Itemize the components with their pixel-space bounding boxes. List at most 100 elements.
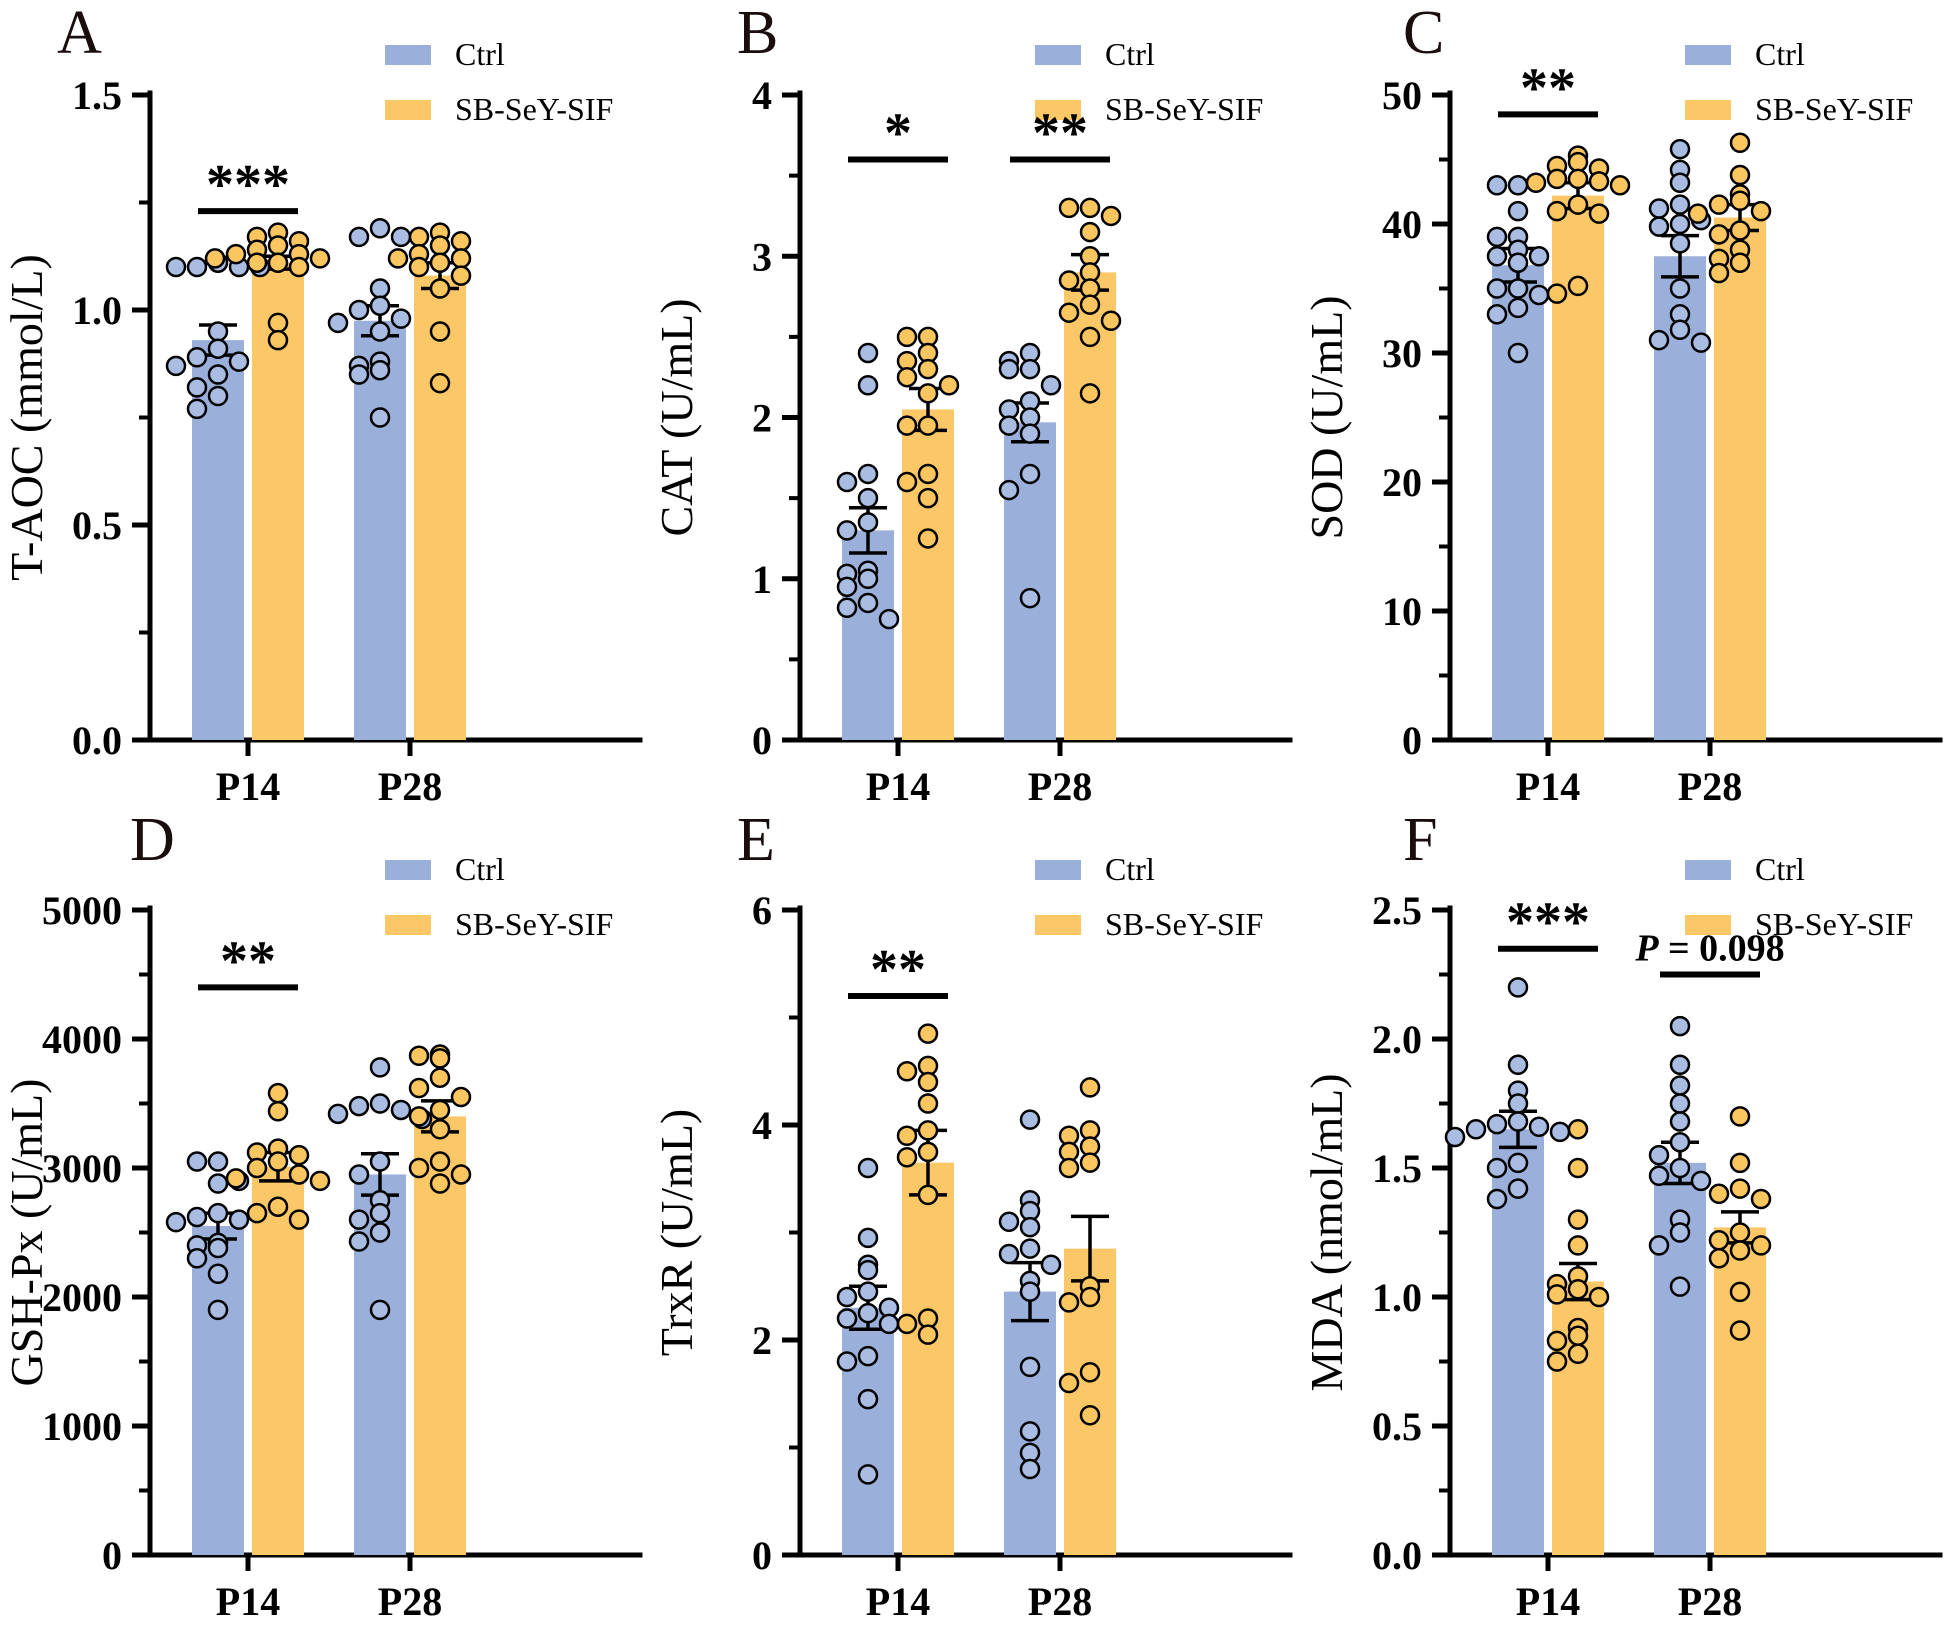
- y-tick-label: 20: [1382, 460, 1422, 505]
- scatter-point: [246, 1157, 268, 1179]
- scatter-point: [225, 1168, 247, 1189]
- legend-a: Ctrl SB-SeY-SIF: [385, 36, 613, 128]
- x-tick-label: P28: [1028, 764, 1092, 809]
- legend-row-ctrl: Ctrl: [1685, 36, 1913, 73]
- scatter-point: [207, 1263, 229, 1285]
- significance-annotation: ***: [1498, 892, 1598, 954]
- scatter-point: [998, 1211, 1020, 1232]
- x-tick-label: P28: [378, 1579, 442, 1624]
- ctrl-legend-label: Ctrl: [455, 36, 505, 72]
- scatter-point: [896, 1125, 918, 1146]
- legend-f: Ctrl SB-SeY-SIF: [1685, 851, 1913, 943]
- scatter-point: [408, 1157, 430, 1179]
- significance-annotation: **: [1498, 57, 1598, 119]
- x-tick-label: P28: [378, 764, 442, 809]
- scatter-point: [1079, 383, 1101, 404]
- treat-legend-label: SB-SeY-SIF: [455, 906, 614, 942]
- scatter-point: [408, 1045, 430, 1067]
- scatter-point: [1567, 151, 1589, 173]
- treat-legend-label: SB-SeY-SIF: [1105, 91, 1264, 127]
- scatter-point: [390, 226, 412, 248]
- panel-letter-c: C: [1403, 0, 1445, 67]
- scatter-point: [857, 1227, 879, 1249]
- scatter-point: [369, 1222, 391, 1243]
- scatter-point: [1019, 1356, 1041, 1378]
- panel-b: B Ctrl SB-SeY-SIF 0 1 2 3 4 P14 P28 CAT (U/mL) *…: [650, 0, 1300, 815]
- scatter-point: [896, 1313, 918, 1335]
- scatter-point: [1100, 310, 1122, 331]
- y-tick-label: 0: [102, 1533, 122, 1578]
- scatter-point: [1588, 1286, 1610, 1308]
- scatter-point: [1019, 358, 1041, 380]
- scatter-point: [1546, 1284, 1568, 1305]
- y-tick-label: 2: [752, 1318, 772, 1363]
- y-tick-label: 40: [1382, 202, 1422, 247]
- scatter-point: [857, 592, 879, 614]
- panel-c: C Ctrl SB-SeY-SIF 0 10 20 30 40 50 P14 P28 SOD (…: [1300, 0, 1950, 815]
- y-tick-label: 0.0: [1372, 1533, 1422, 1578]
- y-tick-label: 10: [1382, 589, 1422, 634]
- scatter-point: [857, 1388, 879, 1410]
- y-tick-label: 1: [752, 557, 772, 602]
- scatter-point: [857, 1157, 879, 1179]
- scatter-point: [1729, 1106, 1751, 1127]
- data-points: [1444, 977, 1772, 1372]
- panel-a: A Ctrl SB-SeY-SIF 0.0 0.5 1.0 1.5 P14 P28 T-AO…: [0, 0, 650, 815]
- scatter-point: [267, 1151, 289, 1172]
- scatter-point: [1549, 1121, 1571, 1143]
- scatter-point: [369, 1093, 391, 1114]
- scatter-point: [327, 312, 349, 334]
- scatter-point: [917, 487, 939, 509]
- scatter-point: [1567, 168, 1589, 190]
- scatter-point: [369, 321, 391, 342]
- y-tick-label: 1.5: [1372, 1146, 1422, 1191]
- scatter-point: [1729, 252, 1751, 273]
- scatter-point: [1567, 1209, 1589, 1230]
- y-tick-label: 2.0: [1372, 1017, 1422, 1062]
- scatter-point: [207, 338, 229, 359]
- chart-svg-a: 0.0 0.5 1.0 1.5 P14 P28 T-AOC (mmol/L) ***: [1, 73, 643, 809]
- scatter-point: [1507, 1178, 1529, 1199]
- scatter-point: [348, 1095, 370, 1117]
- scatter-point: [896, 471, 918, 493]
- significance-stars: ***: [206, 154, 290, 216]
- x-tick-label: P14: [1516, 764, 1580, 809]
- scatter-point: [186, 1248, 208, 1269]
- ctrl-legend-label: Ctrl: [1755, 851, 1805, 887]
- treat-legend-label: SB-SeY-SIF: [1755, 91, 1914, 127]
- scatter-point: [186, 1206, 208, 1228]
- scatter-point: [1729, 1178, 1751, 1199]
- scatter-point: [1019, 1281, 1041, 1302]
- scatter-point: [1729, 1152, 1751, 1174]
- scatter-point: [1019, 423, 1041, 444]
- scatter-point: [1567, 194, 1589, 215]
- scatter-point: [1507, 1093, 1529, 1114]
- scatter-point: [1486, 226, 1508, 248]
- scatter-point: [1648, 198, 1670, 219]
- scatter-point: [1669, 1015, 1691, 1037]
- significance-stars: ***: [1506, 892, 1590, 954]
- scatter-point: [429, 1099, 451, 1121]
- scatter-point: [1019, 1109, 1041, 1130]
- legend-b: Ctrl SB-SeY-SIF: [1035, 36, 1263, 128]
- y-axis-label: T-AOC (mmol/L): [1, 254, 52, 581]
- scatter-point: [267, 235, 289, 256]
- bar-treat-p14: [902, 1162, 954, 1555]
- scatter-point: [836, 471, 858, 493]
- y-tick-label: 2000: [42, 1275, 122, 1320]
- data-points: [836, 197, 1122, 630]
- scatter-point: [1507, 1152, 1529, 1174]
- legend-row-ctrl: Ctrl: [1035, 36, 1263, 73]
- scatter-point: [1507, 1111, 1529, 1132]
- legend-row-treat: SB-SeY-SIF: [1685, 91, 1913, 128]
- scatter-point: [836, 1351, 858, 1372]
- scatter-point: [207, 1237, 229, 1259]
- scatter-point: [429, 1048, 451, 1069]
- scatter-point: [1507, 252, 1529, 273]
- legend-row-ctrl: Ctrl: [385, 36, 613, 73]
- scatter-point: [1729, 1222, 1751, 1243]
- scatter-point: [204, 248, 226, 269]
- scatter-point: [348, 1164, 370, 1185]
- scatter-point: [1019, 587, 1041, 609]
- scatter-point: [1058, 1292, 1080, 1313]
